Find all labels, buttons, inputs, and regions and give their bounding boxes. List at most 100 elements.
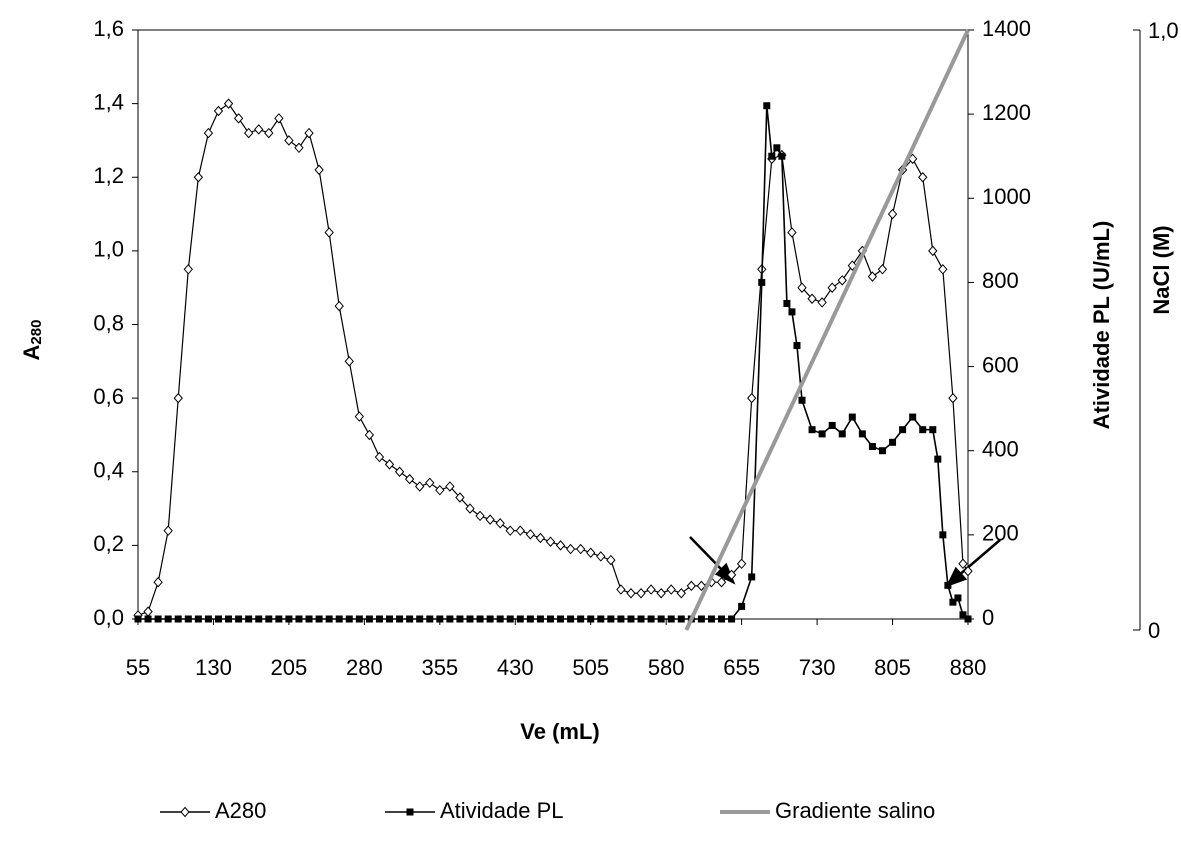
- x-tick-label: 805: [874, 655, 911, 680]
- y2-tick-label: 600: [982, 352, 1019, 377]
- marker: [773, 144, 781, 152]
- marker: [877, 264, 888, 275]
- marker: [964, 615, 972, 623]
- marker: [193, 171, 204, 183]
- marker: [153, 576, 163, 588]
- marker: [204, 615, 212, 623]
- marker: [596, 551, 606, 562]
- marker: [657, 615, 665, 623]
- marker: [466, 615, 474, 623]
- marker: [495, 518, 505, 529]
- marker: [837, 275, 847, 286]
- marker: [747, 392, 757, 404]
- marker: [255, 615, 263, 623]
- marker: [758, 278, 766, 286]
- marker: [183, 264, 193, 275]
- y3-tick-label: 1,0: [1148, 18, 1179, 43]
- y-tick-label: 0,2: [93, 531, 124, 556]
- marker: [939, 531, 947, 539]
- marker: [285, 615, 293, 623]
- marker: [929, 426, 937, 434]
- marker: [963, 565, 973, 577]
- marker: [728, 615, 736, 623]
- marker: [344, 356, 354, 367]
- marker: [828, 421, 836, 429]
- marker: [666, 584, 676, 595]
- marker: [616, 584, 626, 595]
- marker: [334, 300, 344, 312]
- marker: [426, 615, 434, 623]
- marker: [587, 615, 595, 623]
- marker: [889, 438, 897, 446]
- marker: [274, 113, 284, 124]
- marker: [154, 615, 162, 623]
- x-tick-label: 355: [421, 655, 458, 680]
- marker: [667, 615, 675, 623]
- legend-marker: [406, 808, 414, 816]
- marker: [858, 430, 866, 438]
- marker: [545, 536, 556, 547]
- marker: [163, 525, 173, 536]
- y2-tick-label: 800: [982, 268, 1019, 293]
- marker: [636, 587, 646, 599]
- marker: [465, 503, 475, 514]
- y2-tick-label: 400: [982, 437, 1019, 462]
- marker: [245, 615, 253, 623]
- arrow: [689, 536, 725, 573]
- y-axis-title-main: A: [19, 344, 44, 360]
- y3-axis-title: NaCl (M): [1149, 225, 1174, 314]
- marker: [676, 587, 686, 599]
- marker: [919, 426, 927, 434]
- marker: [445, 481, 455, 492]
- marker: [475, 510, 485, 522]
- marker: [315, 615, 323, 623]
- marker: [899, 426, 907, 434]
- marker: [324, 227, 334, 238]
- marker: [456, 615, 464, 623]
- marker: [516, 615, 524, 623]
- series-line: [684, 29, 970, 631]
- marker: [223, 98, 234, 109]
- marker: [647, 615, 655, 623]
- marker: [948, 392, 958, 404]
- marker: [586, 547, 596, 558]
- x-axis-title: Ve (mL): [520, 719, 599, 744]
- x-tick-label: 880: [950, 655, 987, 680]
- marker: [817, 297, 827, 308]
- marker: [697, 615, 705, 623]
- marker: [455, 492, 465, 503]
- marker: [394, 466, 405, 478]
- marker: [577, 615, 585, 623]
- y-tick-label: 0,6: [93, 384, 124, 409]
- marker: [365, 615, 373, 623]
- marker: [203, 127, 214, 139]
- x-tick-label: 505: [572, 655, 609, 680]
- y2-tick-label: 200: [982, 521, 1019, 546]
- marker: [485, 514, 495, 525]
- marker: [446, 615, 454, 623]
- marker: [294, 142, 304, 154]
- marker: [878, 447, 886, 455]
- marker: [798, 396, 806, 404]
- marker: [515, 525, 525, 536]
- marker: [718, 615, 726, 623]
- marker: [738, 602, 746, 610]
- marker: [415, 481, 425, 492]
- y-axis-title: A280: [19, 320, 45, 361]
- marker: [406, 615, 414, 623]
- marker: [355, 615, 363, 623]
- marker: [818, 430, 826, 438]
- marker: [949, 598, 957, 606]
- x-tick-label: 280: [346, 655, 383, 680]
- marker: [354, 411, 365, 422]
- marker: [686, 580, 697, 592]
- marker: [606, 554, 616, 566]
- marker: [496, 615, 504, 623]
- marker: [909, 413, 917, 421]
- marker: [325, 615, 333, 623]
- marker: [143, 606, 153, 617]
- marker: [626, 587, 636, 599]
- marker: [184, 615, 192, 623]
- marker: [617, 615, 625, 623]
- marker: [928, 245, 938, 257]
